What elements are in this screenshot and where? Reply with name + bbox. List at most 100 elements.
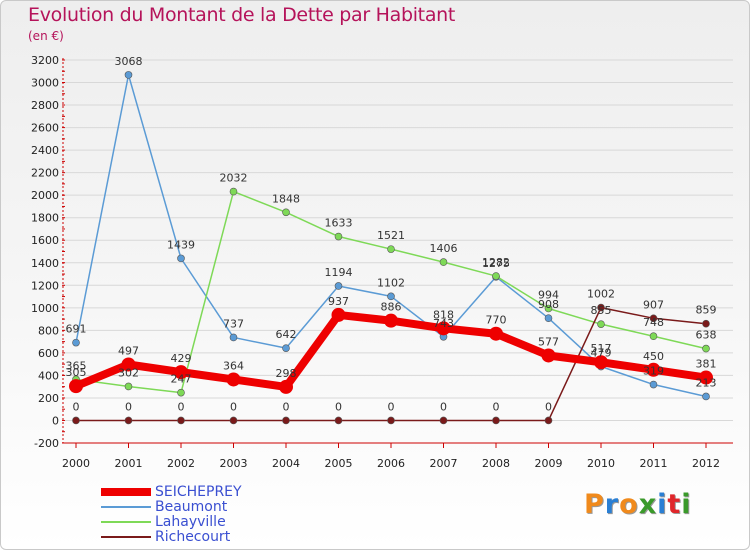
y-tick-label: -200 xyxy=(34,437,59,450)
data-point-beaumont xyxy=(702,392,710,401)
data-label-richecourt: 0 xyxy=(335,400,342,413)
data-label-lahayville: 365 xyxy=(66,359,87,372)
y-tick-label: 2800 xyxy=(31,99,59,112)
data-label-richecourt: 0 xyxy=(545,400,552,413)
x-tick-label: 2001 xyxy=(115,457,143,470)
data-label-seicheprey: 517 xyxy=(591,342,612,355)
legend-swatch xyxy=(101,488,151,496)
data-label-lahayville: 638 xyxy=(696,329,717,342)
data-label-richecourt: 1002 xyxy=(587,288,615,301)
data-label-beaumont: 479 xyxy=(591,347,612,360)
x-tick-label: 2010 xyxy=(587,457,615,470)
data-label-richecourt: 0 xyxy=(178,400,185,413)
data-label-lahayville: 2032 xyxy=(220,172,248,185)
data-label-richecourt: 859 xyxy=(696,304,717,317)
data-point-richecourt xyxy=(439,416,448,425)
data-point-richecourt xyxy=(177,416,185,425)
data-point-richecourt xyxy=(124,416,133,425)
data-label-richecourt: 0 xyxy=(230,400,237,413)
data-label-seicheprey: 364 xyxy=(223,359,244,372)
y-tick-label: 0 xyxy=(52,414,59,427)
data-point-seicheprey xyxy=(121,357,136,372)
data-point-seicheprey xyxy=(226,372,241,387)
data-label-beaumont: 3068 xyxy=(115,55,143,68)
x-tick-label: 2005 xyxy=(325,457,353,470)
y-tick-label: 1000 xyxy=(31,302,59,315)
data-label-lahayville: 1282 xyxy=(482,256,510,269)
data-point-lahayville xyxy=(649,332,658,341)
y-tick-label: 2000 xyxy=(31,189,59,202)
data-point-seicheprey xyxy=(489,326,503,341)
y-tick-label: 1200 xyxy=(31,279,59,292)
data-label-richecourt: 0 xyxy=(283,400,290,413)
data-point-lahayville xyxy=(282,208,290,217)
data-point-beaumont xyxy=(334,282,343,290)
data-label-lahayville: 1406 xyxy=(430,242,458,255)
x-tick-label: 2000 xyxy=(62,457,90,470)
x-tick-label: 2011 xyxy=(640,457,668,470)
data-point-seicheprey xyxy=(384,313,398,328)
data-label-lahayville: 855 xyxy=(591,304,612,317)
data-point-lahayville xyxy=(544,304,553,313)
data-point-seicheprey xyxy=(436,321,451,336)
data-label-seicheprey: 818 xyxy=(433,308,454,321)
data-label-lahayville: 994 xyxy=(538,288,559,301)
data-label-beaumont: 691 xyxy=(66,323,87,336)
data-point-beaumont xyxy=(544,314,553,322)
data-point-richecourt xyxy=(387,416,395,425)
data-label-richecourt: 0 xyxy=(73,400,80,413)
data-label-seicheprey: 497 xyxy=(118,344,139,357)
data-label-seicheprey: 381 xyxy=(696,358,717,371)
y-tick-label: 1600 xyxy=(31,234,59,247)
data-point-beaumont xyxy=(282,344,290,352)
proxiti-logo: Proxiti xyxy=(584,489,692,520)
data-point-lahayville xyxy=(597,320,605,328)
data-label-beaumont: 1102 xyxy=(377,276,405,289)
data-point-seicheprey xyxy=(699,370,713,385)
data-point-beaumont xyxy=(124,71,133,79)
data-label-beaumont: 1194 xyxy=(325,266,353,279)
data-point-lahayville xyxy=(124,382,133,391)
data-label-seicheprey: 305 xyxy=(66,366,87,379)
y-tick-label: 1400 xyxy=(31,257,59,270)
x-tick-label: 2012 xyxy=(692,457,720,470)
data-point-richecourt xyxy=(597,303,605,312)
data-point-lahayville xyxy=(439,258,448,266)
data-label-seicheprey: 450 xyxy=(643,350,664,363)
x-tick-label: 2003 xyxy=(220,457,248,470)
data-label-beaumont: 737 xyxy=(223,317,244,330)
x-tick-label: 2002 xyxy=(167,457,195,470)
chart-unit-label: (en €) xyxy=(28,29,64,43)
data-point-lahayville xyxy=(492,272,500,280)
x-tick-label: 2008 xyxy=(482,457,510,470)
y-tick-label: 3000 xyxy=(31,77,59,90)
y-tick-label: 400 xyxy=(38,369,59,382)
data-label-richecourt: 907 xyxy=(643,298,664,311)
data-point-seicheprey xyxy=(69,379,83,394)
data-point-richecourt xyxy=(649,314,658,323)
data-point-seicheprey xyxy=(646,362,661,377)
data-point-seicheprey xyxy=(331,307,346,322)
data-point-richecourt xyxy=(229,416,238,425)
data-label-seicheprey: 577 xyxy=(538,335,559,348)
data-label-seicheprey: 770 xyxy=(486,314,507,327)
legend-label: Beaumont xyxy=(155,499,228,515)
legend-label: Lahayville xyxy=(155,514,226,530)
data-label-richecourt: 0 xyxy=(493,400,500,413)
data-label-seicheprey: 298 xyxy=(276,367,297,380)
y-tick-label: 600 xyxy=(38,347,59,360)
data-point-beaumont xyxy=(72,338,80,347)
data-point-richecourt xyxy=(72,416,80,425)
data-point-richecourt xyxy=(282,416,290,425)
data-label-richecourt: 0 xyxy=(440,400,447,413)
data-label-lahayville: 1633 xyxy=(325,217,353,230)
data-point-lahayville xyxy=(177,388,185,397)
data-label-beaumont: 743 xyxy=(433,317,454,330)
y-tick-label: 1800 xyxy=(31,212,59,225)
data-point-lahayville xyxy=(334,232,343,241)
y-tick-label: 3200 xyxy=(31,54,59,67)
data-label-lahayville: 247 xyxy=(171,373,192,386)
data-label-seicheprey: 429 xyxy=(171,352,192,365)
